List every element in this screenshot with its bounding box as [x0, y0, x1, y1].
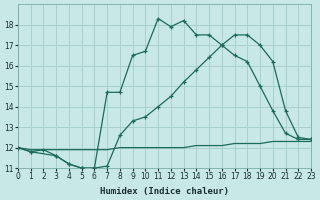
X-axis label: Humidex (Indice chaleur): Humidex (Indice chaleur) — [100, 187, 229, 196]
